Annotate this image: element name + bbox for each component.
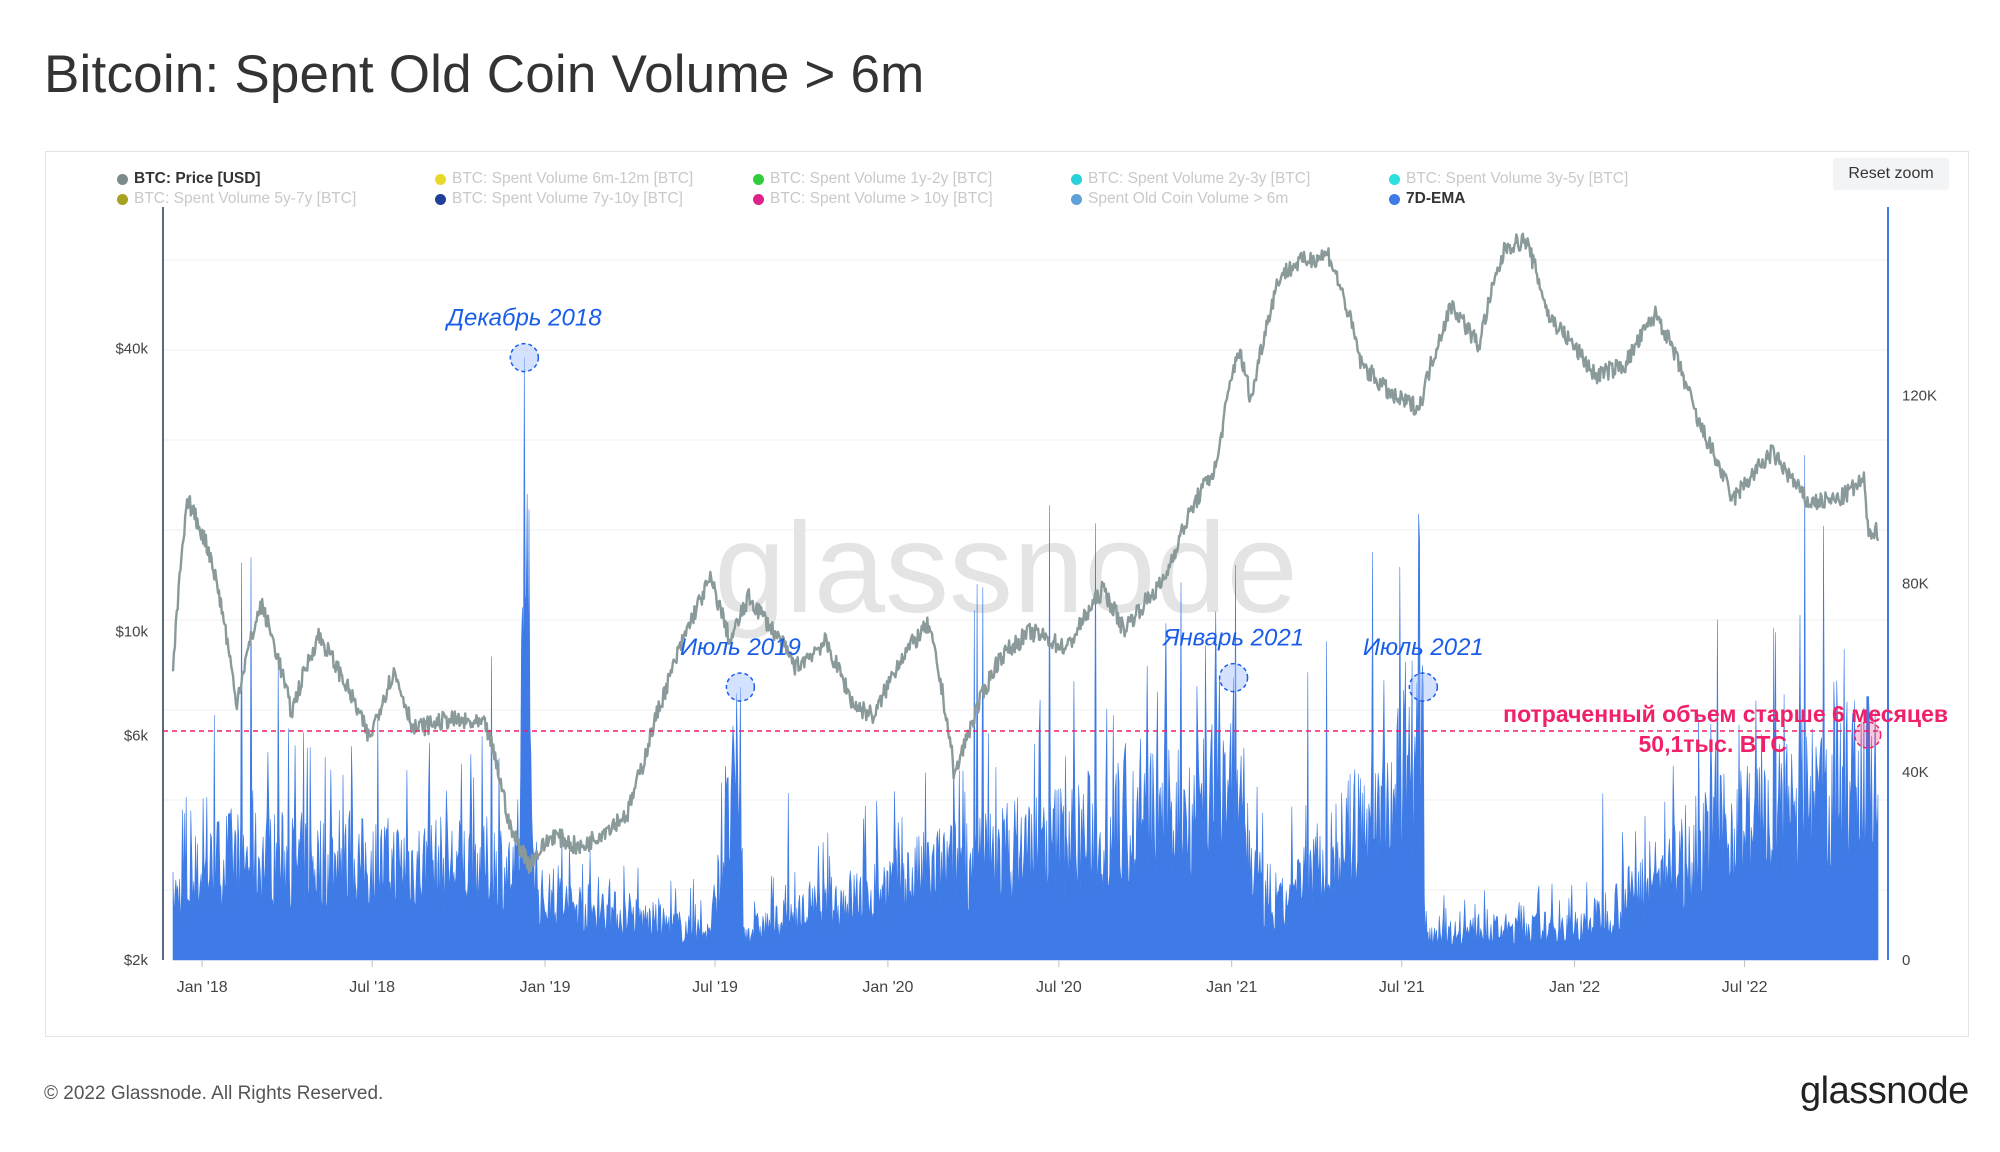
legend-label: Spent Old Coin Volume > 6m (1088, 190, 1289, 207)
legend-dot-icon (1389, 193, 1400, 205)
brand-logo: glassnode (1800, 1070, 1969, 1112)
legend-label: 7D-EMA (1406, 190, 1466, 207)
legend-item-7d-ema[interactable]: 7D-EMA (1389, 190, 1465, 208)
legend-dot-icon (435, 173, 446, 185)
legend-label: BTC: Spent Volume 3y-5y [BTC] (1406, 170, 1629, 187)
copyright-footer: © 2022 Glassnode. All Rights Reserved. (44, 1083, 384, 1104)
legend-dot-icon (435, 193, 446, 205)
legend-item-spent-2y-3y[interactable]: BTC: Spent Volume 2y-3y [BTC] (1071, 170, 1310, 188)
legend-dot-icon (117, 193, 128, 205)
legend-label: BTC: Price [USD] (134, 170, 261, 187)
legend-dot-icon (753, 173, 764, 185)
reset-zoom-button[interactable]: Reset zoom (1833, 158, 1949, 190)
legend-dot-icon (1071, 193, 1082, 205)
legend-label: BTC: Spent Volume 5y-7y [BTC] (134, 190, 357, 207)
legend-item-spent-old-coin[interactable]: Spent Old Coin Volume > 6m (1071, 190, 1288, 208)
page-title: Bitcoin: Spent Old Coin Volume > 6m (44, 45, 925, 104)
legend-dot-icon (753, 193, 764, 205)
legend-label: BTC: Spent Volume > 10y [BTC] (770, 190, 993, 207)
legend-item-spent-6m-12m[interactable]: BTC: Spent Volume 6m-12m [BTC] (435, 170, 693, 188)
legend-label: BTC: Spent Volume 1y-2y [BTC] (770, 170, 993, 187)
legend-label: BTC: Spent Volume 6m-12m [BTC] (452, 170, 694, 187)
legend-item-spent-1y-2y[interactable]: BTC: Spent Volume 1y-2y [BTC] (753, 170, 992, 188)
legend-dot-icon (117, 173, 128, 185)
legend-label: BTC: Spent Volume 7y-10y [BTC] (452, 190, 683, 207)
chart-panel (45, 151, 1969, 1037)
legend-item-spent-5y-7y[interactable]: BTC: Spent Volume 5y-7y [BTC] (117, 190, 356, 208)
legend-label: BTC: Spent Volume 2y-3y [BTC] (1088, 170, 1311, 187)
legend-item-spent-3y-5y[interactable]: BTC: Spent Volume 3y-5y [BTC] (1389, 170, 1628, 188)
legend-dot-icon (1071, 173, 1082, 185)
legend-item-spent-7y-10y[interactable]: BTC: Spent Volume 7y-10y [BTC] (435, 190, 683, 208)
legend-item-btc-price[interactable]: BTC: Price [USD] (117, 170, 261, 188)
legend: BTC: Price [USD] BTC: Spent Volume 6m-12… (117, 170, 1677, 210)
legend-item-spent-10y-plus[interactable]: BTC: Spent Volume > 10y [BTC] (753, 190, 993, 208)
legend-dot-icon (1389, 173, 1400, 185)
